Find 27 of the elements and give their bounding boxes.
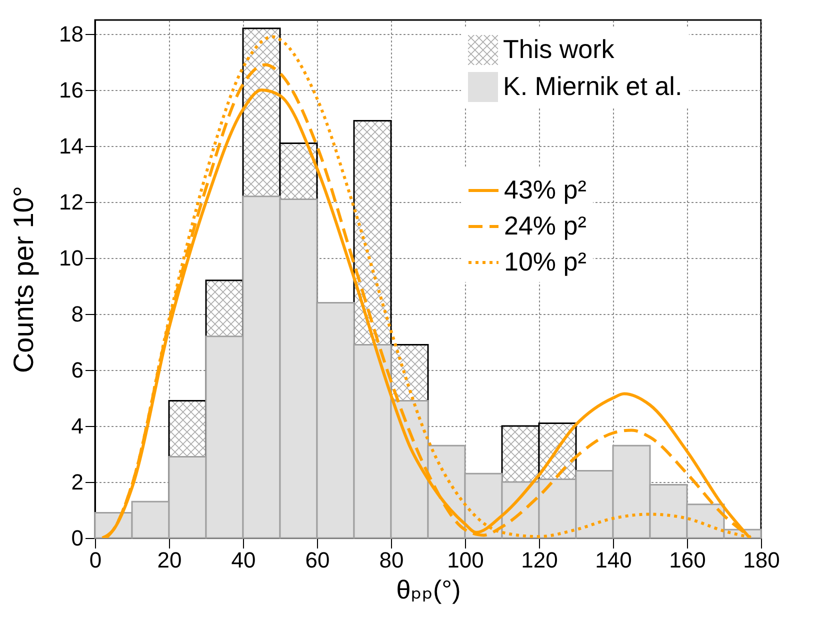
legend-label: This work	[503, 34, 616, 64]
x-tick-label: 60	[305, 548, 330, 572]
legend-label: 43% p²	[504, 174, 587, 204]
y-tick-label: 2	[71, 470, 84, 494]
y-tick-label: 6	[71, 358, 84, 382]
legend-label: K. Miernik et al.	[503, 71, 682, 101]
legend-label: 24% p²	[504, 210, 587, 240]
x-tick-label: 80	[379, 548, 404, 572]
legend-label: 10% p²	[504, 246, 587, 276]
y-axis-title: Counts per 10°	[8, 186, 40, 374]
x-tick-label: 140	[595, 548, 632, 572]
y-tick-label: 8	[71, 302, 84, 326]
y-tick-label: 10	[59, 246, 84, 270]
x-axis-title: θₚₚ(°)	[396, 574, 461, 604]
y-tick-label: 0	[71, 526, 84, 550]
x-tick-label: 0	[89, 548, 102, 572]
x-tick-label: 120	[521, 548, 558, 572]
x-tick-label: 100	[447, 548, 484, 572]
y-tick-label: 12	[59, 190, 84, 214]
y-tick-label: 16	[59, 78, 84, 102]
x-tick-label: 40	[231, 548, 256, 572]
x-tick-label: 180	[743, 548, 780, 572]
x-tick-label: 20	[157, 548, 182, 572]
y-tick-label: 14	[59, 134, 84, 158]
y-tick-label: 4	[71, 414, 84, 438]
x-tick-label: 160	[669, 548, 706, 572]
y-tick-label: 18	[59, 22, 84, 46]
